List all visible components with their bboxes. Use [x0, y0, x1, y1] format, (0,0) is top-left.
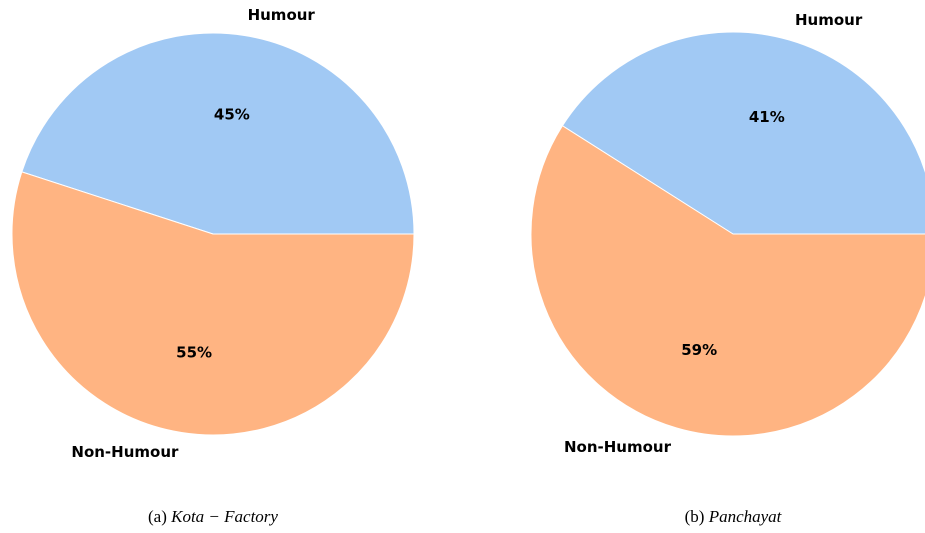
pie-value-label: 41%: [749, 108, 785, 126]
pie-category-label: Non-Humour: [564, 438, 672, 456]
pie-wedge: [530, 125, 925, 437]
caption: (b) Panchayat: [685, 507, 783, 526]
pie-value-label: 59%: [681, 341, 717, 359]
caption: (a) Kota − Factory: [148, 507, 278, 526]
caption-label: (a): [148, 507, 167, 526]
caption-title: Panchayat: [708, 507, 783, 526]
pie-wedge: [561, 31, 925, 235]
pie-value-label: 55%: [176, 344, 212, 362]
pie-wedge: [11, 171, 415, 436]
pie-value-label: 45%: [214, 105, 250, 123]
caption-label: (b): [685, 507, 705, 526]
pie-category-label: Non-Humour: [71, 443, 179, 461]
caption-title: Kota − Factory: [170, 507, 278, 526]
pie-category-label: Humour: [795, 11, 863, 29]
pie-category-label: Humour: [248, 6, 316, 24]
pie-wedge: [21, 32, 415, 235]
